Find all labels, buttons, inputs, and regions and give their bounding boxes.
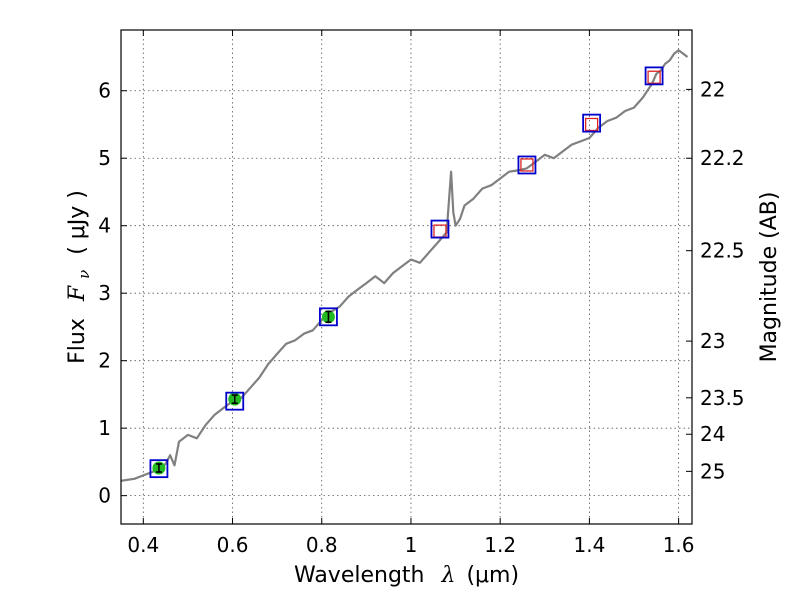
x-axis-label-text: Wavelength [294,563,425,588]
plot-frame [120,29,693,525]
y-axis-label: Flux F ν ( μJy ) [65,190,95,364]
right-tick-label: 22.2 [700,146,745,170]
spectrum-layer [120,49,689,482]
right-tick-label: 23.5 [700,386,745,410]
y-tick-label: 5 [98,146,111,170]
right-tick-label: 25 [700,459,725,483]
x-tick-label: 1 [405,533,418,557]
x-tick-label: 0.4 [127,533,159,557]
right-tick-label: 24 [700,422,725,446]
x-tick-label: 1.4 [573,533,605,557]
y-axis-label-unit: ( μJy ) [65,190,90,255]
x-axis-label-symbol: λ [440,563,455,588]
y-tick-label: 4 [98,214,111,238]
x-tick-label: 0.8 [306,533,338,557]
right-axis-label: Magnitude (AB) [757,192,782,363]
upper-limit-point [647,70,661,84]
model-point [517,155,537,175]
upper-limit-point [520,158,534,172]
right-tick-label: 22.5 [700,239,745,263]
model-point [430,219,450,239]
x-axis-label-unit: (μm) [466,563,519,588]
grid-layer [121,30,692,524]
model-point [582,113,602,133]
y-axis-label-text: Flux [65,318,90,364]
x-tick-label: 0.6 [217,533,249,557]
model-point [644,66,664,86]
y-axis-label-symbol: F [65,285,90,302]
right-tick-label: 22 [700,77,725,101]
y-tick-label: 6 [98,79,111,103]
y-tick-label: 0 [98,484,111,508]
model-point [225,391,245,411]
right-tick-label: 23 [700,329,725,353]
upper-limit-point [584,117,599,132]
x-axis-label: Wavelength λ (μm) [294,563,519,588]
y-tick-label: 1 [98,416,111,440]
model-point [149,459,169,479]
y-tick-label: 3 [98,281,111,305]
x-tick-label: 1.6 [663,533,695,557]
y-axis-label-subscript: ν [75,270,93,279]
points-layer [149,66,664,479]
x-tick-label: 1.2 [484,533,516,557]
y-tick-label: 2 [98,349,111,373]
model-point [319,307,338,327]
spectrum-line [120,49,689,482]
